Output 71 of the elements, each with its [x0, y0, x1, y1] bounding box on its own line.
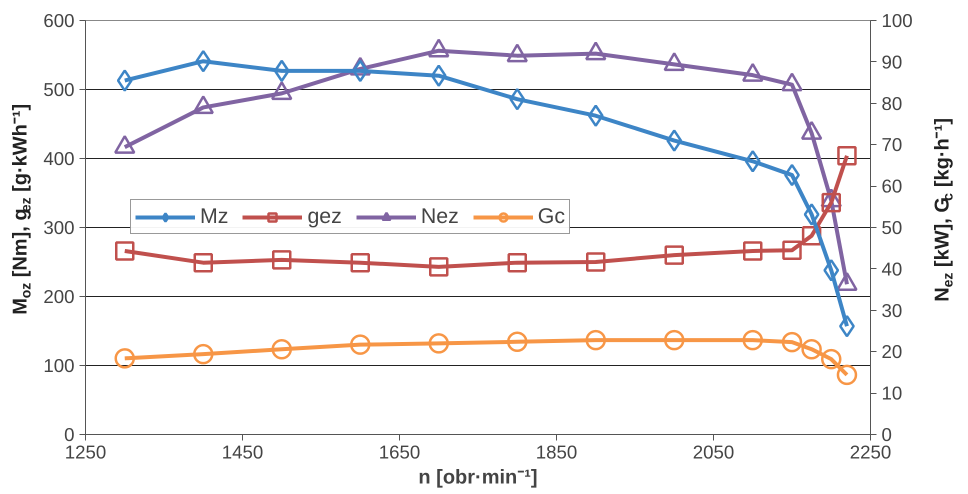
y2-tick-label: 30	[882, 300, 902, 321]
y2-tick-label: 20	[882, 341, 902, 362]
point	[272, 338, 292, 360]
point	[428, 333, 449, 354]
legend-label: gez	[307, 204, 342, 229]
point	[664, 330, 684, 350]
y2-tick-label: 100	[882, 10, 913, 31]
point	[350, 334, 370, 355]
point	[743, 241, 762, 261]
point	[742, 62, 764, 82]
point	[822, 192, 841, 212]
point	[585, 41, 606, 60]
point	[115, 241, 134, 261]
point	[350, 252, 370, 272]
point	[781, 72, 803, 92]
point	[192, 95, 214, 114]
legend-label: Gc	[538, 204, 566, 229]
point	[271, 81, 292, 100]
point	[114, 348, 135, 369]
point	[666, 129, 682, 152]
point	[804, 203, 820, 226]
y2-tick-label: 10	[882, 382, 902, 404]
y-tick-label: 500	[43, 79, 75, 100]
point	[801, 338, 822, 360]
x-tick-label: 1450	[222, 442, 264, 462]
y2-tick-label: 50	[882, 217, 902, 238]
point	[272, 250, 292, 270]
legend-label: Nez	[420, 204, 459, 229]
point	[837, 146, 857, 166]
point	[508, 252, 527, 272]
x-tick-label: 1850	[536, 442, 578, 462]
legend-label: Mz	[200, 204, 228, 229]
point	[664, 245, 684, 265]
x-tick-label: 2050	[692, 442, 734, 462]
point	[664, 52, 685, 72]
point	[116, 69, 133, 92]
point	[586, 330, 606, 350]
point	[430, 64, 447, 87]
y2-tick-label: 40	[882, 258, 902, 280]
point	[836, 364, 858, 386]
point	[428, 38, 450, 58]
point	[194, 252, 213, 272]
y-tick-label: 300	[43, 217, 75, 238]
point	[352, 60, 368, 82]
point	[193, 344, 214, 364]
y-tick-label: 400	[43, 148, 75, 169]
point	[507, 332, 528, 352]
y-tick-label: 200	[43, 286, 75, 307]
x-tick-label: 1650	[378, 442, 420, 462]
point	[821, 348, 842, 370]
y-tick-label: 100	[43, 355, 75, 376]
point	[823, 259, 840, 282]
y-tick-label: 600	[43, 10, 75, 31]
y2-tick-label: 60	[882, 176, 902, 197]
point	[782, 240, 802, 260]
point	[588, 104, 604, 127]
point	[586, 252, 606, 272]
y2-tick-label: 90	[882, 51, 902, 72]
point	[782, 332, 802, 352]
point	[744, 150, 761, 173]
point	[800, 120, 822, 140]
x-axis-title: n [obr·min⁻¹]	[418, 466, 538, 488]
point	[742, 330, 763, 350]
y2-tick-label: 80	[882, 92, 902, 114]
y2-tick-label: 70	[882, 134, 902, 156]
point	[195, 50, 212, 72]
point	[429, 257, 448, 277]
point	[274, 60, 290, 82]
point	[506, 43, 528, 62]
point	[509, 88, 526, 110]
point	[114, 134, 136, 154]
